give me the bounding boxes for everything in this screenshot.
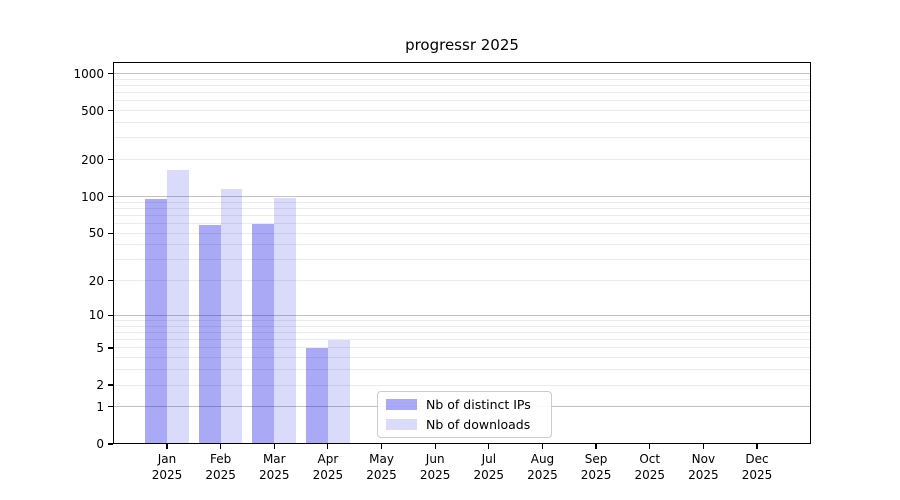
x-tick-label-mar: Mar 2025 — [258, 452, 290, 482]
y-tick-label-1: 1 — [96, 399, 104, 414]
gridline-minor-80 — [113, 207, 811, 209]
x-tick-label-may: May 2025 — [366, 452, 397, 482]
chart-title: progressr 2025 — [405, 36, 519, 54]
x-tick-label-feb: Feb 2025 — [205, 452, 236, 482]
y-tick-label-20: 20 — [88, 273, 104, 288]
x-tick-mark-jun — [434, 444, 436, 449]
y-tick-mark-100 — [108, 195, 113, 198]
gridline-minor-50 — [113, 232, 811, 234]
x-tick-mark-apr — [327, 444, 329, 449]
gridline-minor-70 — [113, 214, 811, 216]
y-tick-mark-20 — [108, 280, 113, 282]
y-tick-mark-1000 — [108, 72, 113, 75]
x-tick-mark-oct — [649, 444, 651, 449]
gridline-minor-400 — [113, 122, 811, 124]
gridline-minor-30 — [113, 259, 811, 261]
bar-nb-of-downloads-mar — [274, 197, 297, 444]
gridline-minor-300 — [113, 137, 811, 139]
y-tick-label-500: 500 — [81, 103, 104, 118]
x-tick-mark-jan — [166, 444, 168, 449]
bar-nb-of-downloads-jan — [167, 170, 189, 444]
gridline-minor-20 — [113, 280, 811, 282]
bar-nb-of-distinct-ips-apr — [306, 347, 328, 444]
gridline-minor-800 — [113, 84, 811, 86]
gridline-minor-4 — [113, 357, 811, 359]
x-tick-mark-may — [380, 444, 383, 449]
bar-nb-of-distinct-ips-jan — [145, 199, 167, 444]
bar-nb-of-downloads-feb — [220, 188, 243, 444]
gridline-minor-60 — [113, 223, 811, 225]
x-tick-mark-nov — [702, 444, 704, 449]
y-tick-mark-10 — [108, 314, 113, 316]
legend-swatch-distinct-ips-icon — [386, 399, 417, 410]
y-tick-label-1000: 1000 — [73, 66, 104, 81]
gridline-minor-6 — [113, 339, 811, 341]
gridline-major-1000 — [113, 73, 811, 74]
y-tick-label-10: 10 — [88, 308, 104, 323]
bar-nb-of-distinct-ips-mar — [252, 223, 275, 444]
legend-item-distinct-ips: Nb of distinct IPs — [386, 397, 543, 412]
y-tick-label-5: 5 — [96, 340, 104, 355]
bar-nb-of-downloads-apr — [327, 339, 350, 444]
y-tick-label-0: 0 — [96, 437, 104, 451]
gridline-major-100 — [113, 196, 811, 197]
gridline-minor-900 — [113, 78, 811, 80]
gridline-minor-5 — [113, 347, 811, 349]
x-tick-label-oct: Oct 2025 — [634, 452, 665, 482]
y-tick-label-2: 2 — [96, 378, 104, 393]
gridline-minor-9 — [113, 320, 811, 322]
legend-label: Nb of downloads — [426, 417, 531, 432]
y-tick-mark-1 — [108, 406, 113, 408]
gridline-minor-700 — [113, 92, 811, 94]
y-tick-label-100: 100 — [81, 189, 104, 204]
y-tick-label-50: 50 — [88, 226, 104, 241]
y-tick-mark-5 — [108, 347, 113, 349]
gridline-minor-90 — [113, 201, 811, 203]
legend-swatch-downloads-icon — [386, 419, 417, 430]
legend-item-downloads: Nb of downloads — [386, 417, 543, 432]
x-tick-label-jul: Jul 2025 — [473, 452, 505, 482]
gridline-minor-40 — [113, 244, 811, 246]
gridline-minor-500 — [113, 110, 811, 112]
gridline-major-10 — [113, 314, 811, 316]
legend: Nb of distinct IPs Nb of downloads — [377, 391, 552, 438]
x-tick-mark-sep — [595, 444, 597, 449]
x-tick-label-aug: Aug 2025 — [527, 452, 558, 482]
x-tick-label-jan: Jan 2025 — [151, 452, 183, 482]
x-tick-label-jun: Jun 2025 — [419, 452, 451, 482]
y-tick-mark-200 — [108, 159, 113, 161]
gridline-minor-7 — [113, 331, 811, 333]
y-tick-mark-50 — [108, 232, 113, 234]
x-tick-label-dec: Dec 2025 — [741, 452, 773, 482]
x-tick-mark-aug — [541, 444, 544, 449]
x-tick-mark-feb — [220, 444, 222, 449]
x-tick-label-sep: Sep 2025 — [580, 452, 612, 482]
y-tick-mark-500 — [108, 110, 113, 112]
gridline-minor-600 — [113, 100, 811, 102]
y-tick-label-200: 200 — [81, 152, 104, 167]
gridline-minor-3 — [113, 369, 811, 371]
x-tick-mark-dec — [756, 444, 758, 449]
x-tick-mark-jul — [488, 444, 490, 449]
gridline-minor-2 — [113, 384, 811, 386]
y-tick-mark-0 — [108, 443, 113, 445]
bar-nb-of-distinct-ips-feb — [198, 225, 221, 444]
y-tick-mark-2 — [108, 384, 113, 386]
x-tick-label-apr: Apr 2025 — [312, 452, 344, 482]
x-tick-label-nov: Nov 2025 — [688, 452, 719, 482]
gridline-minor-8 — [113, 325, 811, 327]
legend-label: Nb of distinct IPs — [426, 397, 531, 412]
gridline-minor-200 — [113, 159, 811, 161]
x-tick-mark-mar — [273, 444, 275, 449]
